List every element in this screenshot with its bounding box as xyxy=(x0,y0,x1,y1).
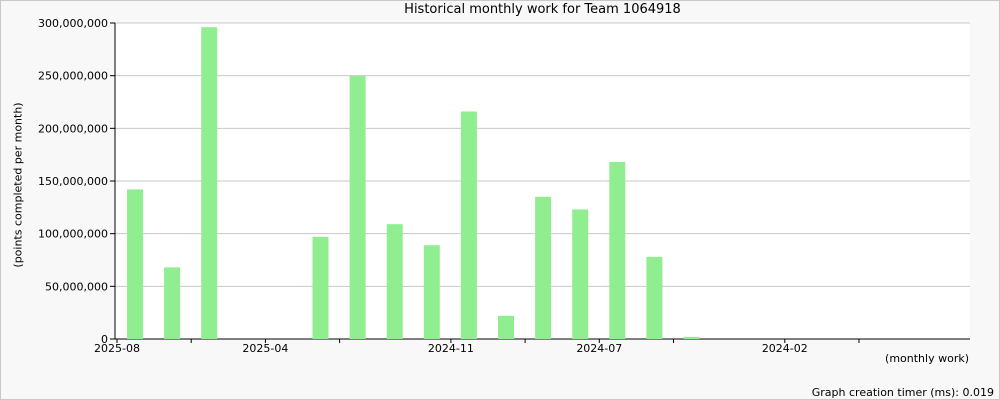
x-tick-label: 2024-02 xyxy=(762,342,808,355)
bar xyxy=(386,224,403,339)
bar xyxy=(609,162,626,339)
y-tick-label: 50,000,000 xyxy=(45,280,108,293)
bar xyxy=(683,336,700,339)
bar xyxy=(460,111,477,339)
bar xyxy=(535,196,552,339)
y-tick-label: 200,000,000 xyxy=(38,122,108,135)
bar xyxy=(201,27,218,340)
bar xyxy=(646,256,663,339)
bar xyxy=(498,315,514,339)
y-tick-label: 100,000,000 xyxy=(38,228,108,241)
y-tick-label: 150,000,000 xyxy=(38,175,108,188)
y-tick-label: 300,000,000 xyxy=(38,17,108,30)
bar xyxy=(312,236,329,339)
x-axis-label: (monthly work) xyxy=(885,352,969,365)
bar xyxy=(572,209,589,339)
graph-timer-text: Graph creation timer (ms): 0.019 xyxy=(811,386,994,399)
x-tick-label: 2024-11 xyxy=(428,342,474,355)
x-tick-label: 2025-04 xyxy=(242,342,288,355)
bar xyxy=(127,189,143,339)
chart-title: Historical monthly work for Team 1064918 xyxy=(404,2,681,17)
x-tick-label: 2025-08 xyxy=(94,342,140,355)
bar xyxy=(423,245,440,339)
y-axis-label: (points completed per month) xyxy=(11,102,25,268)
y-tick-label: 250,000,000 xyxy=(38,70,108,83)
y-tick-label: 0 xyxy=(101,333,108,346)
bar xyxy=(164,267,181,339)
bar xyxy=(349,75,366,340)
x-tick-label: 2024-07 xyxy=(576,342,622,355)
